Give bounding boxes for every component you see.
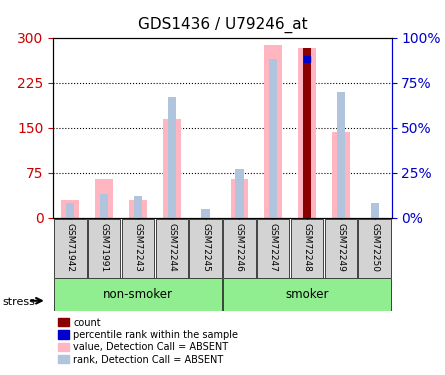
Text: GSM72248: GSM72248: [303, 223, 312, 272]
FancyBboxPatch shape: [54, 278, 222, 311]
Text: GSM71942: GSM71942: [66, 223, 75, 272]
FancyBboxPatch shape: [156, 219, 188, 278]
Bar: [371, 203, 379, 217]
Bar: [303, 59, 311, 217]
FancyBboxPatch shape: [54, 219, 86, 278]
FancyBboxPatch shape: [122, 219, 154, 278]
Text: GSM72250: GSM72250: [370, 223, 379, 272]
FancyBboxPatch shape: [359, 219, 391, 278]
Text: GSM72249: GSM72249: [336, 223, 345, 272]
Text: count: count: [73, 318, 101, 327]
FancyBboxPatch shape: [88, 219, 120, 278]
Bar: [303, 48, 311, 217]
Text: value, Detection Call = ABSENT: value, Detection Call = ABSENT: [73, 342, 229, 352]
Bar: [337, 92, 345, 218]
Text: stress: stress: [2, 297, 35, 307]
Text: GSM72244: GSM72244: [167, 223, 176, 272]
Text: GSM72243: GSM72243: [134, 223, 142, 272]
Bar: [235, 169, 243, 217]
Text: non-smoker: non-smoker: [103, 288, 173, 301]
Text: rank, Detection Call = ABSENT: rank, Detection Call = ABSENT: [73, 355, 224, 364]
FancyBboxPatch shape: [190, 219, 222, 278]
Bar: [264, 45, 282, 218]
FancyBboxPatch shape: [257, 219, 289, 278]
FancyBboxPatch shape: [325, 219, 357, 278]
Bar: [298, 48, 316, 217]
Bar: [95, 178, 113, 218]
Bar: [269, 59, 277, 217]
Text: GSM72246: GSM72246: [235, 223, 244, 272]
Text: GSM71991: GSM71991: [100, 223, 109, 272]
Bar: [61, 200, 79, 217]
Bar: [100, 194, 108, 217]
Bar: [332, 132, 350, 218]
Bar: [231, 178, 248, 218]
Bar: [134, 196, 142, 217]
Bar: [129, 200, 147, 217]
Bar: [163, 118, 181, 218]
Bar: [168, 97, 176, 218]
Text: GSM72247: GSM72247: [269, 223, 278, 272]
FancyBboxPatch shape: [223, 278, 391, 311]
Bar: [66, 203, 74, 217]
FancyBboxPatch shape: [223, 219, 255, 278]
Text: smoker: smoker: [285, 288, 329, 301]
Bar: [202, 209, 210, 218]
Text: percentile rank within the sample: percentile rank within the sample: [73, 330, 239, 340]
Text: GSM72245: GSM72245: [201, 223, 210, 272]
Title: GDS1436 / U79246_at: GDS1436 / U79246_at: [138, 17, 307, 33]
FancyBboxPatch shape: [291, 219, 323, 278]
